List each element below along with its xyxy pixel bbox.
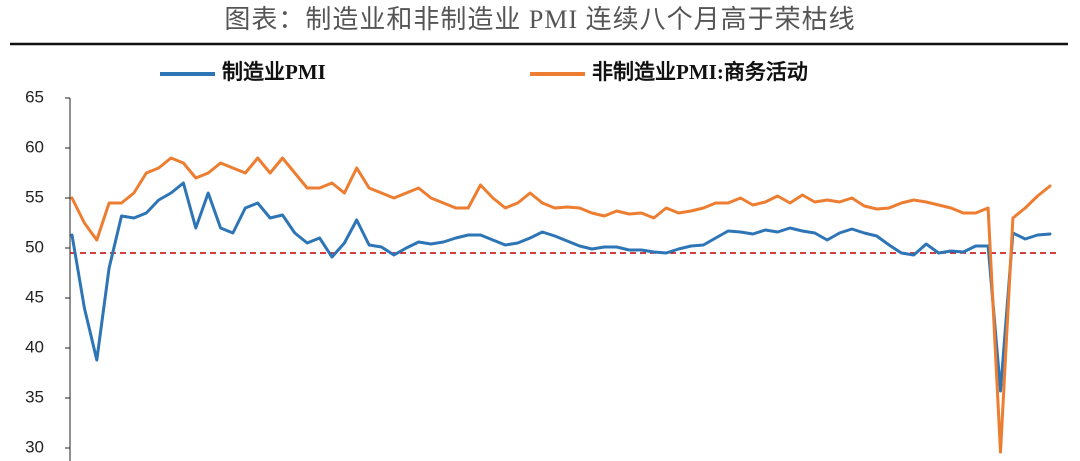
y-tick-label: 30 xyxy=(25,437,44,456)
series-line xyxy=(70,181,1052,393)
y-tick-label: 45 xyxy=(25,287,44,306)
legend-label: 制造业PMI xyxy=(222,60,326,84)
legend-label: 非制造业PMI:商务活动 xyxy=(592,60,808,84)
chart-title: 图表：制造业和非制造业 PMI 连续八个月高于荣枯线 xyxy=(224,5,855,34)
series-line xyxy=(70,156,1052,454)
y-tick-label: 65 xyxy=(25,87,44,106)
y-tick-label: 55 xyxy=(25,187,44,206)
y-tick-label: 40 xyxy=(25,337,44,356)
y-tick-label: 50 xyxy=(25,237,44,256)
y-tick-label: 35 xyxy=(25,387,44,406)
y-tick-label: 60 xyxy=(25,137,44,156)
